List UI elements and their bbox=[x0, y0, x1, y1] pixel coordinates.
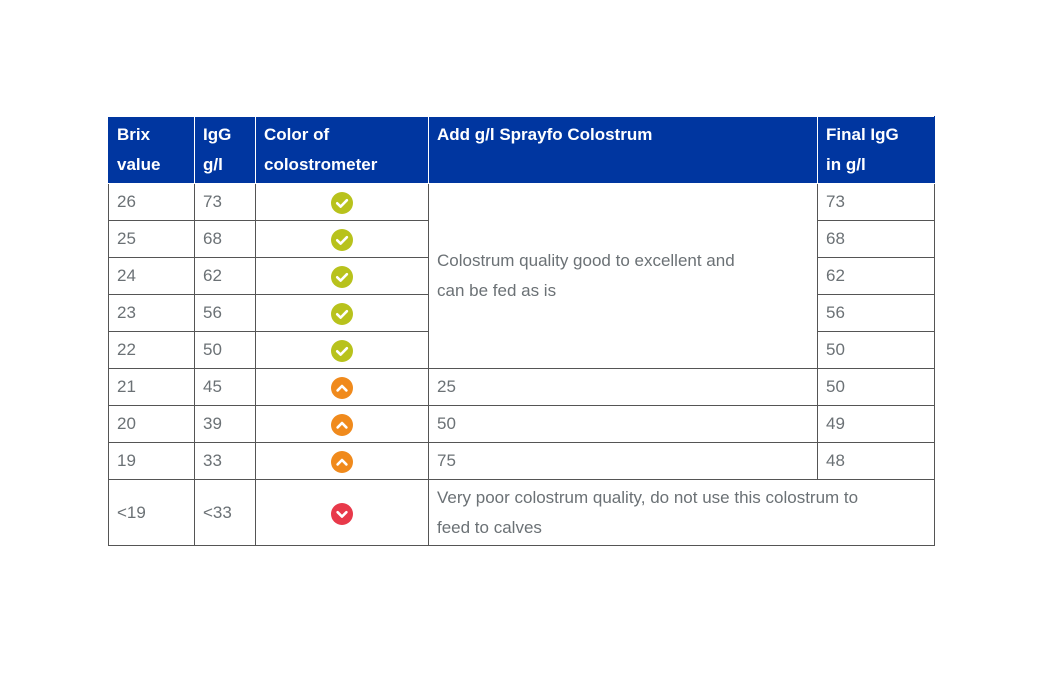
table-row: 21 45 25 50 bbox=[108, 368, 935, 406]
color-cell bbox=[255, 183, 429, 221]
add-sprayfo-cell: 25 bbox=[428, 368, 818, 406]
igg-cell: 68 bbox=[194, 220, 256, 258]
table-row: 20 39 50 49 bbox=[108, 405, 935, 443]
color-cell bbox=[255, 479, 429, 546]
table-row: <19 <33 Very poor colostrum quality, do … bbox=[108, 479, 935, 546]
header-brix-line2: value bbox=[117, 155, 161, 174]
poor-quality-note-line2: feed to calves bbox=[437, 517, 542, 537]
brix-cell: 19 bbox=[108, 442, 195, 480]
igg-cell: 73 bbox=[194, 183, 256, 221]
igg-cell: 33 bbox=[194, 442, 256, 480]
good-quality-note-line2: can be fed as is bbox=[437, 281, 557, 300]
final-igg-cell: 56 bbox=[817, 294, 935, 332]
header-igg: IgG g/l bbox=[194, 116, 256, 184]
chevron-up-circle-icon bbox=[331, 414, 353, 436]
check-circle-icon bbox=[331, 266, 353, 288]
check-circle-icon bbox=[331, 192, 353, 214]
good-quality-note-line1: Colostrum quality good to excellent and bbox=[437, 251, 735, 270]
color-cell bbox=[255, 294, 429, 332]
brix-cell: 21 bbox=[108, 368, 195, 406]
igg-cell: 50 bbox=[194, 331, 256, 369]
final-igg-cell: 50 bbox=[817, 368, 935, 406]
igg-cell: <33 bbox=[194, 479, 256, 546]
final-igg-cell: 50 bbox=[817, 331, 935, 369]
poor-quality-note-line1: Very poor colostrum quality, do not use … bbox=[437, 487, 859, 507]
chevron-up-circle-icon bbox=[331, 377, 353, 399]
check-circle-icon bbox=[331, 229, 353, 251]
chevron-down-circle-icon bbox=[331, 502, 353, 525]
brix-cell: 20 bbox=[108, 405, 195, 443]
igg-cell: 45 bbox=[194, 368, 256, 406]
header-igg-line1: IgG bbox=[203, 125, 232, 144]
final-igg-cell: 62 bbox=[817, 257, 935, 295]
header-final-line2: in g/l bbox=[826, 155, 866, 174]
color-cell bbox=[255, 331, 429, 369]
header-final-line1: Final IgG bbox=[826, 125, 899, 144]
colostrum-quality-table: Brix value IgG g/l Color of colostromete… bbox=[108, 116, 935, 546]
check-circle-icon bbox=[331, 340, 353, 362]
brix-cell: 23 bbox=[108, 294, 195, 332]
brix-cell: 25 bbox=[108, 220, 195, 258]
add-sprayfo-cell: 50 bbox=[428, 405, 818, 443]
table-row: 25 68 68 bbox=[108, 220, 935, 258]
header-color-line1: Color of bbox=[264, 125, 330, 144]
table-row: 19 33 75 48 bbox=[108, 442, 935, 480]
brix-cell: 26 bbox=[108, 183, 195, 221]
header-add-sprayfo: Add g/l Sprayfo Colostrum bbox=[428, 116, 818, 184]
header-color-line2: colostrometer bbox=[264, 155, 378, 174]
header-color-of-colostrometer: Color of colostrometer bbox=[255, 116, 429, 184]
igg-cell: 56 bbox=[194, 294, 256, 332]
header-final-igg: Final IgG in g/l bbox=[817, 116, 935, 184]
igg-cell: 39 bbox=[194, 405, 256, 443]
table-row: 26 73 Colostrum quality good to excellen… bbox=[108, 183, 935, 369]
chevron-up-circle-icon bbox=[331, 451, 353, 473]
color-cell bbox=[255, 405, 429, 443]
header-add-label: Add g/l Sprayfo Colostrum bbox=[437, 125, 653, 144]
color-cell bbox=[255, 368, 429, 406]
add-sprayfo-cell: 75 bbox=[428, 442, 818, 480]
final-igg-cell: 73 bbox=[817, 183, 935, 221]
poor-quality-note: Very poor colostrum quality, do not use … bbox=[428, 479, 935, 546]
header-brix-value: Brix value bbox=[108, 116, 195, 184]
table-header-row: Brix value IgG g/l Color of colostromete… bbox=[108, 116, 935, 184]
colostrum-table-container: Brix value IgG g/l Color of colostromete… bbox=[108, 116, 935, 546]
good-quality-note: Colostrum quality good to excellent and … bbox=[428, 183, 818, 369]
check-circle-icon bbox=[331, 303, 353, 325]
header-brix-line1: Brix bbox=[117, 125, 151, 144]
color-cell bbox=[255, 257, 429, 295]
final-igg-cell: 49 bbox=[817, 405, 935, 443]
brix-cell: 22 bbox=[108, 331, 195, 369]
igg-cell: 62 bbox=[194, 257, 256, 295]
final-igg-cell: 48 bbox=[817, 442, 935, 480]
header-igg-line2: g/l bbox=[203, 155, 223, 174]
color-cell bbox=[255, 442, 429, 480]
final-igg-cell: 68 bbox=[817, 220, 935, 258]
table-row: 23 56 56 bbox=[108, 294, 935, 332]
color-cell bbox=[255, 220, 429, 258]
brix-cell: <19 bbox=[108, 479, 195, 546]
brix-cell: 24 bbox=[108, 257, 195, 295]
